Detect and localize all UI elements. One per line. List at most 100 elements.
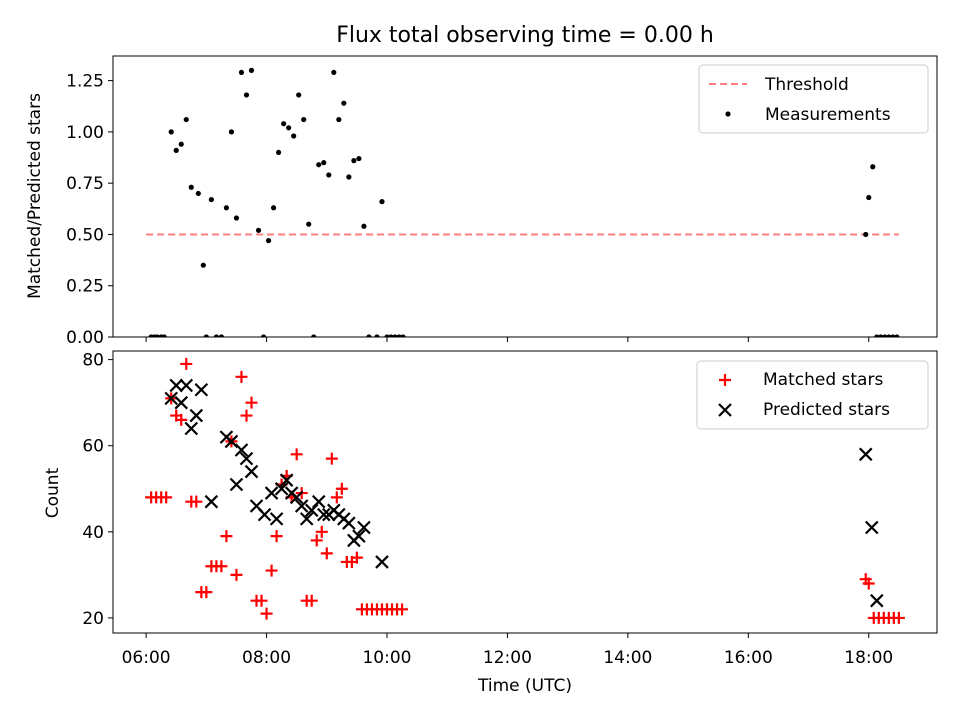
measurement-point [311,334,317,337]
matched-star-point [245,396,258,409]
measurement-point [228,129,235,135]
x-tick-label: 10:00 [362,648,411,668]
predicted-star-point [229,477,244,492]
legend-measurements-swatch [725,111,731,117]
measurement-point [296,92,302,98]
predicted-star-point [304,503,319,518]
matched-star-point [305,594,318,607]
bottom-y-tick-label: 20 [82,609,104,629]
measurement-point [223,205,230,211]
predicted-star-point [189,408,204,423]
measurement-point [400,334,406,337]
top-legend: Threshold Measurements [698,64,929,134]
measurement-point [243,92,250,98]
measurement-point [260,334,267,337]
legend-matched-label: Matched stars [763,370,883,390]
legend-measurements-label: Measurements [765,105,891,125]
x-tick-label: 14:00 [603,648,652,668]
matched-star-point [335,482,348,495]
x-tick-label: 16:00 [724,648,773,668]
predicted-star-point [164,391,178,406]
predicted-star-point [299,512,314,526]
matched-star-point [240,409,253,422]
matched-star-point [180,357,193,370]
top-y-tick-label: 0.25 [66,277,104,297]
predicted-star-point [184,421,199,436]
measurement-point [392,334,398,337]
measurement-point [346,174,352,180]
measurement-point [301,116,307,123]
matched-star-point [160,491,173,504]
measurement-point [863,231,869,238]
matched-star-point [215,560,228,573]
measurement-point [270,205,277,211]
top-chart-title: Flux total observing time = 0.00 h [336,23,714,48]
measurement-point [161,334,167,337]
measurement-point [203,334,209,337]
matched-star-point [320,547,333,560]
measurement-point [366,334,372,337]
matched-star-point [175,413,188,426]
predicted-star-point [279,473,294,487]
measurement-point [154,334,160,337]
x-axis-label: Time (UTC) [477,676,572,696]
predicted-star-point [204,494,219,509]
predicted-star-point [244,464,259,479]
predicted-star-point [289,490,304,505]
measurement-point [336,116,342,123]
matched-star-point [265,564,278,577]
legend-predicted-label: Predicted stars [763,400,890,420]
measurement-point [321,160,327,166]
predicted-star-point [257,507,272,522]
measurement-point [886,334,892,337]
measurement-point [341,100,347,106]
matched-star-point [230,568,243,581]
predicted-star-point [174,395,189,410]
matched-star-point [190,495,203,508]
measurement-point [218,334,224,337]
measurement-point [265,237,272,244]
measurement-point [374,334,380,337]
bottom-plot-frame [112,350,938,634]
bottom-plot-clip [145,357,905,624]
legend-threshold-label: Threshold [764,75,849,95]
predicted-star-point [179,378,194,393]
bottom-y-tick-label: 40 [82,523,104,543]
measurement-point [255,227,262,233]
predicted-star-point [864,520,879,535]
predicted-star-point [870,593,884,608]
predicted-star-point [357,520,371,535]
matched-star-point [255,594,268,607]
measurement-point [291,133,297,139]
top-axis-ticks: 0.00 0.25 0.50 0.75 1.00 1.25 [66,72,870,348]
matched-star-point [200,586,213,599]
predicted-star-point [269,512,284,526]
measurement-point [396,334,402,337]
predicted-star-point [264,486,279,500]
matched-star-point [310,534,323,547]
measurement-point [361,223,367,229]
measurement-point [238,69,245,76]
top-y-tick-label: 1.25 [66,72,104,92]
measurement-point [870,164,876,170]
measurement-point [188,184,194,190]
legend-predicted-swatch [718,403,732,417]
top-legend-box [698,64,929,134]
matched-star-point [350,551,363,564]
measurement-point [874,334,880,337]
bottom-y-tick-label: 80 [82,351,104,371]
bottom-y-axis-label: Count [43,467,63,518]
x-tick-label: 06:00 [122,648,171,668]
bottom-legend-box [696,360,929,430]
predicted-star-point [239,451,254,466]
predicted-star-point [375,555,389,569]
predicted-star-point [234,443,249,457]
predicted-star-point [169,378,184,393]
predicted-star-point [274,481,289,496]
bottom-y-tick-label: 60 [82,437,104,457]
measurement-point [200,262,206,268]
matched-star-point [325,452,338,465]
top-y-axis-label: Matched/Predicted stars [25,93,45,299]
measurement-point [894,334,900,337]
